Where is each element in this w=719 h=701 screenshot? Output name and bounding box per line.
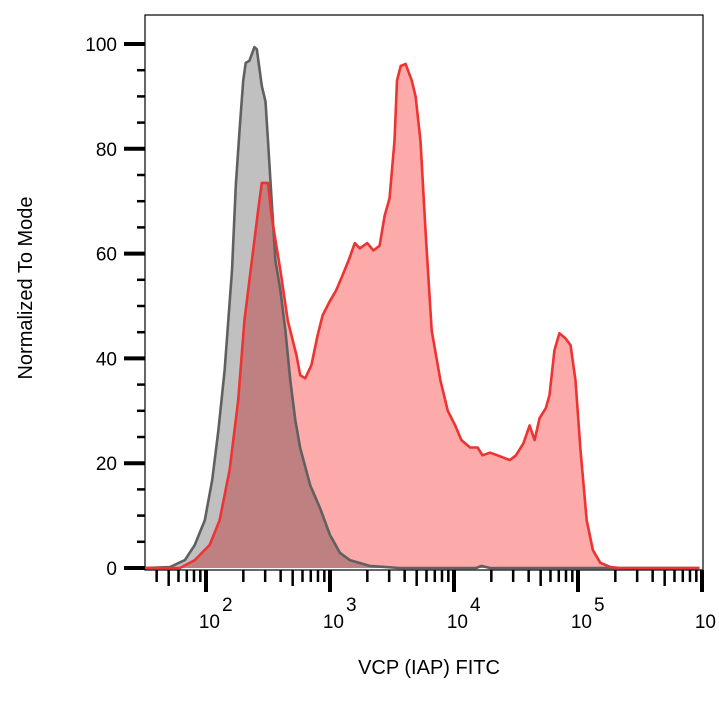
- x-tick-label: 104: [447, 595, 481, 633]
- x-tick-base: 10: [447, 612, 468, 633]
- x-tick-base: 10: [323, 612, 344, 633]
- x-tick-label: 106: [695, 595, 719, 633]
- y-axis: 0 20 40 60 80 100: [85, 35, 145, 580]
- x-tick-exponent: 4: [470, 595, 481, 616]
- y-tick-label: 80: [96, 140, 117, 161]
- x-tick-base: 10: [571, 612, 592, 633]
- series-1-fill: [145, 47, 700, 569]
- series-1-line: [145, 45, 700, 570]
- x-tick-base: 10: [199, 612, 220, 633]
- x-tick-label: 105: [571, 595, 605, 633]
- y-tick-label: 40: [96, 349, 117, 370]
- x-tick-label: 103: [323, 595, 357, 633]
- x-tick-exponent: 5: [594, 595, 605, 616]
- x-axis: 102103104105106: [155, 570, 719, 633]
- y-tick-label: 60: [96, 245, 117, 266]
- x-axis-label: VCP (IAP) FITC: [358, 657, 500, 679]
- x-tick-base: 10: [695, 612, 716, 633]
- x-tick-exponent: 3: [346, 595, 357, 616]
- y-tick-label: 20: [96, 454, 117, 475]
- y-axis-label: Normalized To Mode: [15, 196, 37, 379]
- y-tick-label: 100: [85, 35, 117, 56]
- y-tick-label: 0: [106, 559, 117, 580]
- x-tick-label: 102: [199, 595, 233, 633]
- series-0-line: [145, 62, 700, 570]
- x-tick-exponent: 2: [222, 595, 233, 616]
